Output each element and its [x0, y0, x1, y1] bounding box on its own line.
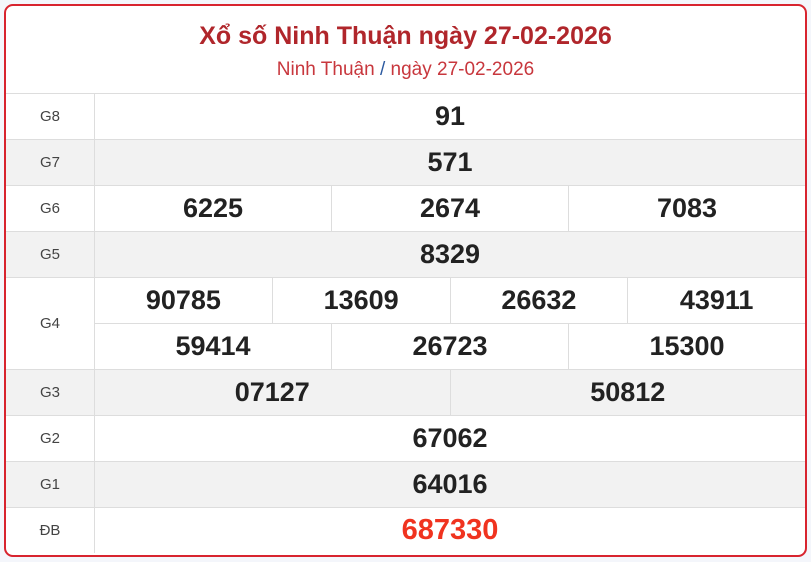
prize-label: G3 [6, 370, 95, 415]
prize-number: 8329 [419, 239, 481, 269]
prize-values: 67062 [95, 416, 805, 461]
prize-values: 6225 2674 7083 [95, 186, 805, 231]
prize-number: 6225 [182, 193, 244, 223]
prize-line: 687330 [95, 508, 805, 553]
prize-values: 571 [95, 140, 805, 185]
prize-row-g7: G7 571 [6, 140, 805, 186]
prize-number: 43911 [627, 278, 805, 323]
prize-number: 15300 [568, 324, 805, 369]
prize-line: 07127 50812 [95, 370, 805, 415]
prize-line: 64016 [95, 462, 805, 507]
prize-values: 91 [95, 94, 805, 139]
prize-line: 8329 [95, 232, 805, 277]
prize-label: G5 [6, 232, 95, 277]
prize-number: 64016 [412, 469, 488, 499]
prize-line: 571 [95, 140, 805, 185]
prize-row-đb: ĐB 687330 [6, 508, 805, 553]
prize-label: G7 [6, 140, 95, 185]
prize-number: 26632 [449, 278, 628, 323]
breadcrumb-date-link[interactable]: ngày 27-02-2026 [390, 59, 535, 80]
prize-row-g4: G4 90785 13609 26632 43911 59414 26723 15300 [6, 278, 805, 370]
prize-values: 687330 [95, 508, 805, 553]
prize-row-g2: G2 67062 [6, 416, 805, 462]
results-header: Xổ số Ninh Thuận ngày 27-02-2026 Ninh Th… [6, 6, 805, 94]
prize-line: 67062 [95, 416, 805, 461]
prize-row-g6: G6 6225 2674 7083 [6, 186, 805, 232]
prize-number: 571 [427, 147, 473, 177]
prize-number: 50812 [449, 370, 806, 415]
special-prize-number: 687330 [401, 514, 499, 546]
prize-line: 59414 26723 15300 [95, 323, 805, 369]
prize-number: 91 [434, 101, 466, 131]
prize-line: 6225 2674 7083 [95, 186, 805, 231]
prize-label: G4 [6, 278, 95, 369]
prize-number: 2674 [331, 186, 568, 231]
prize-line: 91 [95, 94, 805, 139]
breadcrumb-province-link[interactable]: Ninh Thuận [276, 59, 375, 80]
prize-row-g1: G1 64016 [6, 462, 805, 508]
prize-values: 07127 50812 [95, 370, 805, 415]
prize-values: 8329 [95, 232, 805, 277]
prize-number: 13609 [271, 278, 450, 323]
lottery-results-card: Xổ số Ninh Thuận ngày 27-02-2026 Ninh Th… [4, 4, 807, 557]
prize-row-g5: G5 8329 [6, 232, 805, 278]
prize-label: G1 [6, 462, 95, 507]
prize-number: 67062 [412, 423, 488, 453]
prize-number: 07127 [234, 377, 310, 407]
page-title: Xổ số Ninh Thuận ngày 27-02-2026 [199, 22, 612, 50]
prize-row-g8: G8 91 [6, 94, 805, 140]
prize-number: 59414 [175, 331, 251, 361]
prize-values: 64016 [95, 462, 805, 507]
prize-row-g3: G3 07127 50812 [6, 370, 805, 416]
prize-label: G2 [6, 416, 95, 461]
prize-label: G6 [6, 186, 95, 231]
results-table: G8 91 G7 571 G6 6225 2674 7083 G5 8329 G4 90785 1360… [6, 94, 805, 553]
prize-number: 7083 [568, 186, 805, 231]
breadcrumb-separator: / [379, 59, 386, 80]
prize-values: 90785 13609 26632 43911 59414 26723 15300 [95, 278, 805, 369]
breadcrumb: Ninh Thuận / ngày 27-02-2026 [6, 58, 805, 82]
prize-number: 26723 [331, 324, 568, 369]
prize-label: G8 [6, 94, 95, 139]
prize-number: 90785 [145, 285, 221, 315]
prize-line: 90785 13609 26632 43911 [95, 278, 805, 323]
prize-label: ĐB [6, 508, 95, 553]
